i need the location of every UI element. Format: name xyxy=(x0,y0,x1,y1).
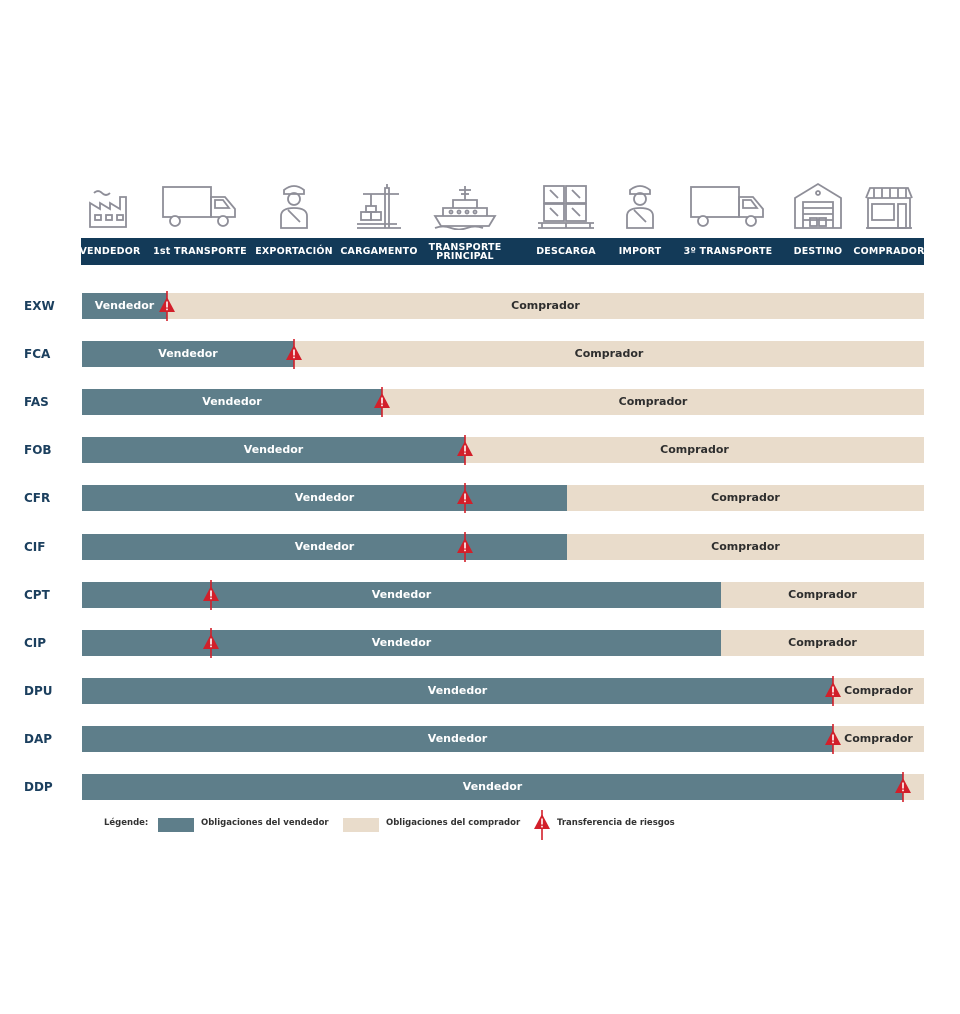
stage-label: TRANSPORTE PRINCIPAL xyxy=(428,241,502,262)
seller-segment: Vendedor xyxy=(82,534,567,560)
risk-transfer-icon xyxy=(203,580,219,610)
seller-segment: Vendedor xyxy=(82,341,294,367)
seller-segment: Vendedor xyxy=(82,630,721,656)
legend-title: Légende: xyxy=(104,818,149,828)
seller-segment: Vendedor xyxy=(82,582,721,608)
stage-label: EXPORTACIÓN xyxy=(255,246,333,257)
risk-transfer-icon xyxy=(286,339,302,369)
buyer-segment: Comprador xyxy=(574,347,644,360)
buyer-segment: Comprador xyxy=(511,299,580,312)
incoterm-code: FAS xyxy=(24,395,49,409)
buyer-segment: Comprador xyxy=(711,540,780,553)
obligation-bar: Vendedor Comprador xyxy=(82,483,924,513)
truck-icon xyxy=(688,178,768,234)
incoterm-code: EXW xyxy=(24,299,55,313)
port-crane-icon xyxy=(339,178,419,234)
obligation-bar: Vendedor Comprador xyxy=(82,532,924,562)
legend-risk-label: Transferencia de riesgos xyxy=(557,818,675,828)
factory-icon xyxy=(70,178,150,234)
risk-transfer-icon xyxy=(457,483,473,513)
obligation-bar: Vendedor xyxy=(82,772,924,802)
incoterm-code: DPU xyxy=(24,684,53,698)
stage-icons-row xyxy=(82,178,924,234)
seller-segment: Vendedor xyxy=(82,678,833,704)
legend-buyer-label: Obligaciones del comprador xyxy=(386,818,521,828)
obligation-bar: Vendedor Comprador xyxy=(82,580,924,610)
risk-transfer-icon xyxy=(895,772,911,802)
buyer-segment: Comprador xyxy=(618,395,688,408)
obligation-bar: Vendedor Comprador xyxy=(82,291,924,321)
customs-officer-icon xyxy=(254,178,334,234)
truck-icon xyxy=(160,178,240,234)
customs-officer-icon xyxy=(600,178,680,234)
stage-label: DESTINO xyxy=(793,246,843,257)
shop-icon xyxy=(849,178,929,234)
risk-transfer-icon xyxy=(374,387,390,417)
stage-label: 3º TRANSPORTE xyxy=(683,246,773,257)
pallet-boxes-icon xyxy=(526,178,606,234)
legend: Légende: Obligaciones del vendedor Oblig… xyxy=(0,810,960,840)
incoterm-code: DDP xyxy=(24,780,53,794)
legend-seller-label: Obligaciones del vendedor xyxy=(201,818,329,828)
seller-segment: Vendedor xyxy=(82,293,167,319)
obligation-bar: Vendedor Comprador xyxy=(82,387,924,417)
incoterm-code: CIP xyxy=(24,636,47,650)
obligation-bar: Vendedor Comprador xyxy=(82,676,924,706)
buyer-segment: Comprador xyxy=(711,491,780,504)
risk-transfer-icon xyxy=(825,676,841,706)
buyer-segment: Comprador xyxy=(788,588,857,601)
incoterm-code: FOB xyxy=(24,443,52,457)
obligation-bar: Vendedor Comprador xyxy=(82,339,924,369)
seller-segment: Vendedor xyxy=(82,485,567,511)
risk-transfer-icon xyxy=(825,724,841,754)
incoterm-code: DAP xyxy=(24,732,53,746)
risk-transfer-icon xyxy=(159,291,175,321)
buyer-segment: Comprador xyxy=(844,732,913,745)
seller-segment: Vendedor xyxy=(82,437,465,463)
buyer-segment: Comprador xyxy=(844,684,913,697)
obligation-bar: Vendedor Comprador xyxy=(82,435,924,465)
obligation-bar: Vendedor Comprador xyxy=(82,628,924,658)
legend-seller-swatch xyxy=(158,818,194,832)
stage-label: VENDEDOR xyxy=(79,246,141,257)
stage-label: DESCARGA xyxy=(536,246,596,257)
risk-transfer-icon xyxy=(203,628,219,658)
ship-icon xyxy=(425,178,505,234)
seller-segment: Vendedor xyxy=(82,389,382,415)
warehouse-icon xyxy=(778,178,858,234)
incoterm-code: FCA xyxy=(24,347,51,361)
legend-risk-icon xyxy=(534,810,550,840)
risk-transfer-icon xyxy=(457,435,473,465)
seller-segment: Vendedor xyxy=(82,726,833,752)
risk-transfer-icon xyxy=(457,532,473,562)
stage-label: CARGAMENTO xyxy=(340,246,418,257)
obligation-bar: Vendedor Comprador xyxy=(82,724,924,754)
legend-buyer-swatch xyxy=(343,818,379,832)
incoterm-code: CPT xyxy=(24,588,50,602)
stage-label: IMPORT xyxy=(618,246,662,257)
stage-label: COMPRADOR xyxy=(853,246,925,257)
stage-header-band: VENDEDOR 1st TRANSPORTE EXPORTACIÓN CARGAME… xyxy=(79,238,925,265)
incoterm-code: CFR xyxy=(24,491,51,505)
buyer-segment: Comprador xyxy=(788,636,857,649)
seller-segment: Vendedor xyxy=(82,774,903,800)
stage-label: 1st TRANSPORTE xyxy=(153,246,247,257)
buyer-segment: Comprador xyxy=(660,443,729,456)
incoterm-code: CIF xyxy=(24,540,46,554)
